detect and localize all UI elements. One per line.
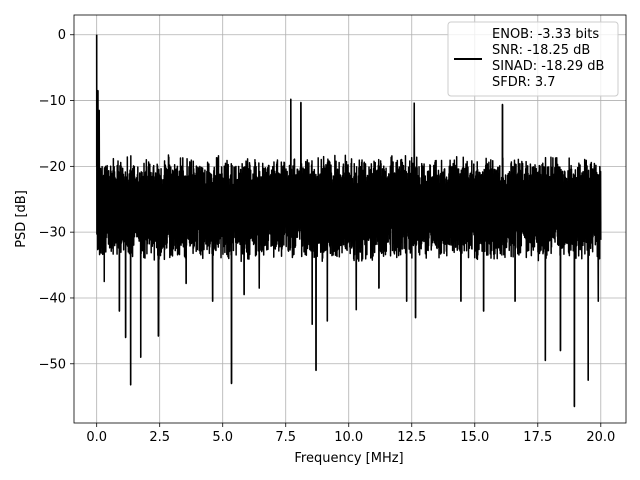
x-tick-label: 10.0 <box>334 430 363 445</box>
legend-text-line: SINAD: -18.29 dB <box>492 59 604 74</box>
legend-box <box>447 21 619 97</box>
y-tick-label: −30 <box>39 226 66 241</box>
legend-text-line: SFDR: 3.7 <box>492 75 556 90</box>
psd-series-line <box>95 34 602 408</box>
y-axis-label: PSD [dB] <box>14 190 29 248</box>
x-tick-label: 5.0 <box>212 430 233 445</box>
x-tick-label: 15.0 <box>460 430 489 445</box>
x-tick-label: 2.5 <box>149 430 170 445</box>
x-axis-ticks: 0.0 2.5 5.0 7.5 10.0 12.5 15.0 17.5 20.0 <box>86 423 615 445</box>
legend-text-line: ENOB: -3.33 bits <box>492 27 599 42</box>
axes-frame <box>73 14 627 424</box>
plot-area <box>95 34 602 408</box>
x-tick-label: 20.0 <box>586 430 615 445</box>
y-tick-label: −10 <box>39 94 66 109</box>
x-axis-label: Frequency [MHz] <box>294 451 403 466</box>
x-tick-label: 0.0 <box>86 430 107 445</box>
y-tick-label: 0 <box>58 28 66 43</box>
x-tick-label: 12.5 <box>397 430 426 445</box>
y-tick-label: −20 <box>39 160 66 175</box>
x-tick-label: 17.5 <box>523 430 552 445</box>
y-tick-label: −40 <box>39 291 66 306</box>
y-tick-label: −50 <box>39 357 66 372</box>
x-tick-label: 7.5 <box>275 430 296 445</box>
legend-text-line: SNR: -18.25 dB <box>492 43 590 58</box>
y-axis-ticks: 0 −10 −20 −30 −40 −50 <box>39 28 74 372</box>
